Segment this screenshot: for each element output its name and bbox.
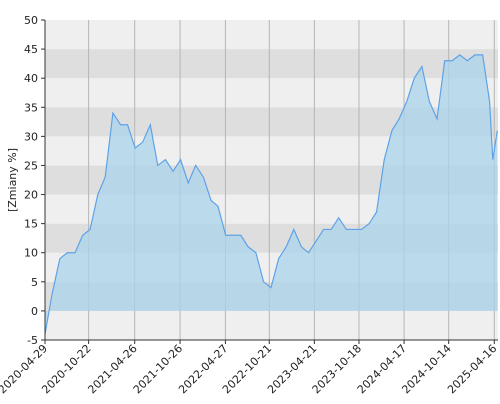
- y-tick-label: 15: [24, 218, 38, 231]
- y-tick-label: 35: [24, 101, 38, 114]
- y-tick-label: 20: [24, 189, 38, 202]
- grid-band: [45, 20, 498, 50]
- y-tick-label: 5: [31, 276, 38, 289]
- y-tick-label: 40: [24, 72, 38, 85]
- y-tick-label: 30: [24, 130, 38, 143]
- y-tick-label: 45: [24, 43, 38, 56]
- y-axis-label: [Zmiany %]: [6, 148, 19, 212]
- x-tick-label: 2025-04-16: [445, 342, 499, 396]
- y-tick-label: 10: [24, 247, 38, 260]
- grid-band: [45, 49, 498, 79]
- y-tick-label: 0: [31, 305, 38, 318]
- grid-band: [45, 310, 498, 340]
- y-tick-label: -5: [27, 334, 38, 347]
- line: [44, 54, 498, 335]
- y-tick-label: 25: [24, 159, 38, 172]
- area: [45, 54, 498, 335]
- y-tick-label: 50: [24, 14, 38, 27]
